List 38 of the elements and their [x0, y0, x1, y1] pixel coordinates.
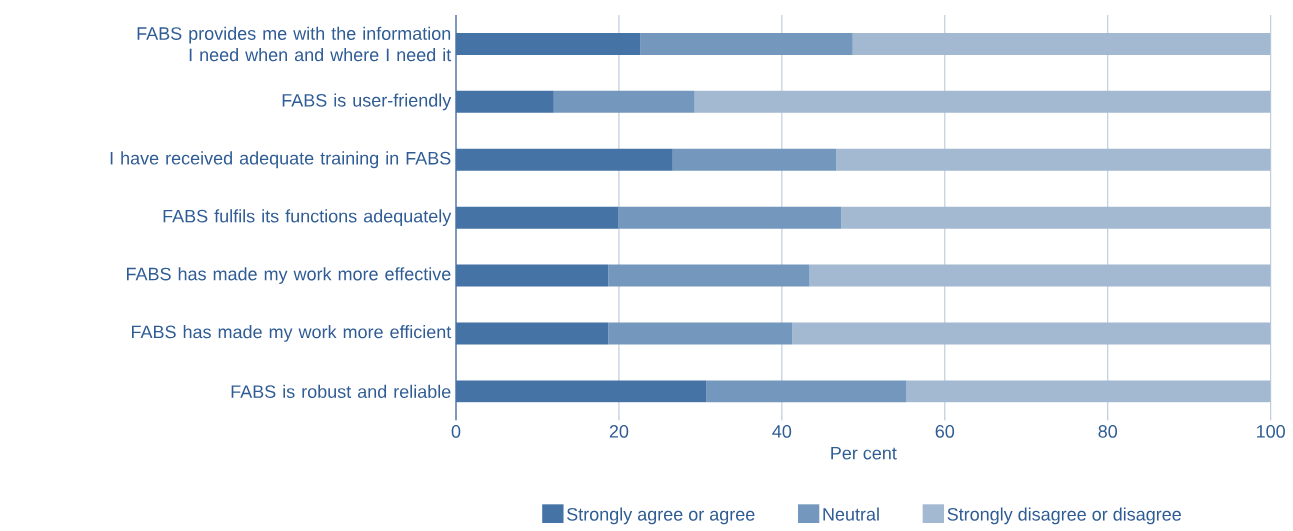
- y-tick-label: FABS has made my work more effective: [127, 267, 451, 284]
- x-tick-label: 40: [772, 425, 792, 438]
- bar: [456, 322, 609, 345]
- bar: [456, 264, 609, 287]
- legend-label: Strongly disagree or disagree: [947, 507, 1181, 525]
- y-tick-label: FABS provides me with the information I need when and where I need it: [137, 26, 452, 62]
- bar: [906, 380, 1271, 403]
- bar: [672, 148, 837, 171]
- bar: [852, 32, 1271, 55]
- bar: [553, 90, 695, 113]
- bar: [841, 206, 1271, 229]
- x-axis-title: Per cent: [831, 446, 897, 460]
- bar: [694, 90, 1271, 113]
- legend-label: Strongly agree or agree: [567, 507, 755, 525]
- x-tick-label: 80: [1098, 425, 1118, 438]
- bar: [608, 264, 810, 287]
- x-tick-label: 20: [609, 425, 629, 438]
- bar: [456, 90, 554, 113]
- bar: [792, 322, 1271, 345]
- bar: [706, 380, 907, 403]
- x-tick-label: 0: [451, 425, 461, 438]
- bar: [640, 32, 853, 55]
- bar: [608, 322, 793, 345]
- y-tick-label: FABS is robust and reliable: [231, 384, 451, 398]
- bar: [836, 148, 1271, 171]
- bar: [456, 32, 641, 55]
- legend-label: Neutral: [823, 507, 879, 521]
- x-tick-label: 100: [1257, 425, 1285, 438]
- bar: [456, 148, 673, 171]
- y-tick-label: FABS is user-friendly: [282, 93, 452, 111]
- bar: [456, 380, 707, 403]
- bar: [809, 264, 1271, 287]
- y-tick-label: FABS fulfils its functions adequately: [163, 209, 452, 227]
- y-tick-label: FABS has made my work more efficient: [132, 325, 452, 342]
- bar: [618, 206, 842, 229]
- y-tick-label: I have received adequate training in FABS: [110, 151, 451, 169]
- bar: [456, 206, 619, 229]
- x-tick-label: 60: [935, 425, 955, 438]
